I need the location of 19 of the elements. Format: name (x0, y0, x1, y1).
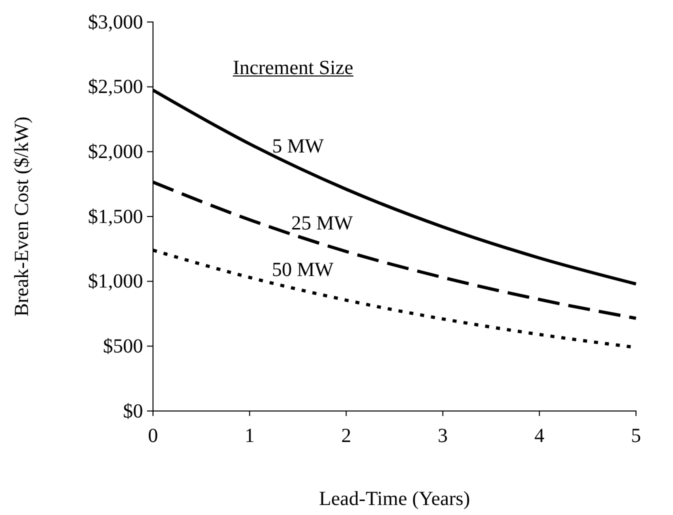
series-label: 50 MW (272, 258, 334, 281)
y-axis-title: Break-Even Cost ($/kW) (11, 116, 33, 316)
x-axis-title: Lead-Time (Years) (318, 488, 470, 510)
y-tick-label: $2,500 (88, 76, 143, 98)
y-tick-label: $1,500 (88, 206, 143, 228)
y-tick-label: $0 (123, 400, 143, 422)
y-tick-label: $2,000 (88, 141, 143, 164)
x-tick-label: 3 (438, 425, 448, 448)
y-tick-label: $3,000 (88, 11, 143, 34)
y-tick-label: $1,000 (88, 270, 143, 293)
x-tick-label: 2 (341, 425, 352, 448)
series-label: 25 MW (291, 212, 353, 235)
legend-title: Increment Size (232, 57, 354, 79)
x-tick-label: 0 (148, 425, 158, 448)
y-tick-label: $500 (103, 336, 143, 358)
series-label: 5 MW (272, 136, 324, 158)
x-tick-label: 1 (244, 425, 255, 448)
x-tick-label: 5 (631, 425, 641, 448)
x-tick-label: 4 (534, 425, 544, 448)
